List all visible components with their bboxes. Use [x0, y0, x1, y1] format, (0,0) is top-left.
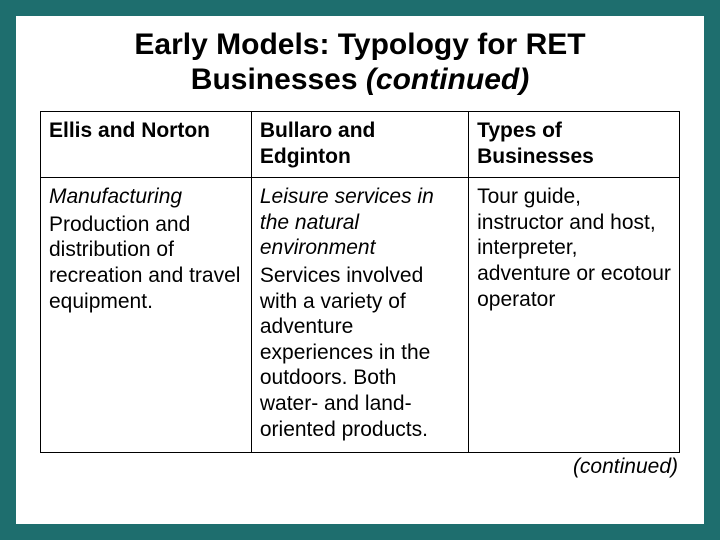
title-line1: Early Models: Typology for RET: [134, 28, 585, 61]
header-ellis-norton: Ellis and Norton: [41, 112, 252, 178]
cell-types-p1: Tour guide, instructor and host, interpr…: [477, 184, 671, 312]
slide-frame: Early Models: Typology for RET Businesse…: [0, 0, 720, 540]
table-header-row: Ellis and Norton Bullaro and Edginton Ty…: [41, 112, 680, 178]
cell-ellis-p2: Production and distribution of recreatio…: [49, 212, 243, 314]
cell-bullaro-p1: Leisure services in the natural environm…: [260, 184, 460, 261]
title-line2-italic: (continued): [366, 63, 529, 96]
table-row: Manufacturing Production and distributio…: [41, 178, 680, 453]
header-types-businesses: Types of Businesses: [469, 112, 680, 178]
cell-bullaro-edginton: Leisure services in the natural environm…: [251, 178, 468, 453]
title-line2-plain: Businesses: [191, 63, 366, 96]
typology-table: Ellis and Norton Bullaro and Edginton Ty…: [40, 111, 680, 453]
cell-ellis-norton: Manufacturing Production and distributio…: [41, 178, 252, 453]
header-bullaro-edginton: Bullaro and Edginton: [251, 112, 468, 178]
cell-bullaro-p2: Services involved with a variety of adve…: [260, 263, 460, 442]
slide-title: Early Models: Typology for RET Businesse…: [40, 28, 680, 97]
cell-ellis-p1: Manufacturing: [49, 184, 243, 210]
footer-continued: (continued): [40, 455, 680, 479]
cell-types-businesses: Tour guide, instructor and host, interpr…: [469, 178, 680, 453]
